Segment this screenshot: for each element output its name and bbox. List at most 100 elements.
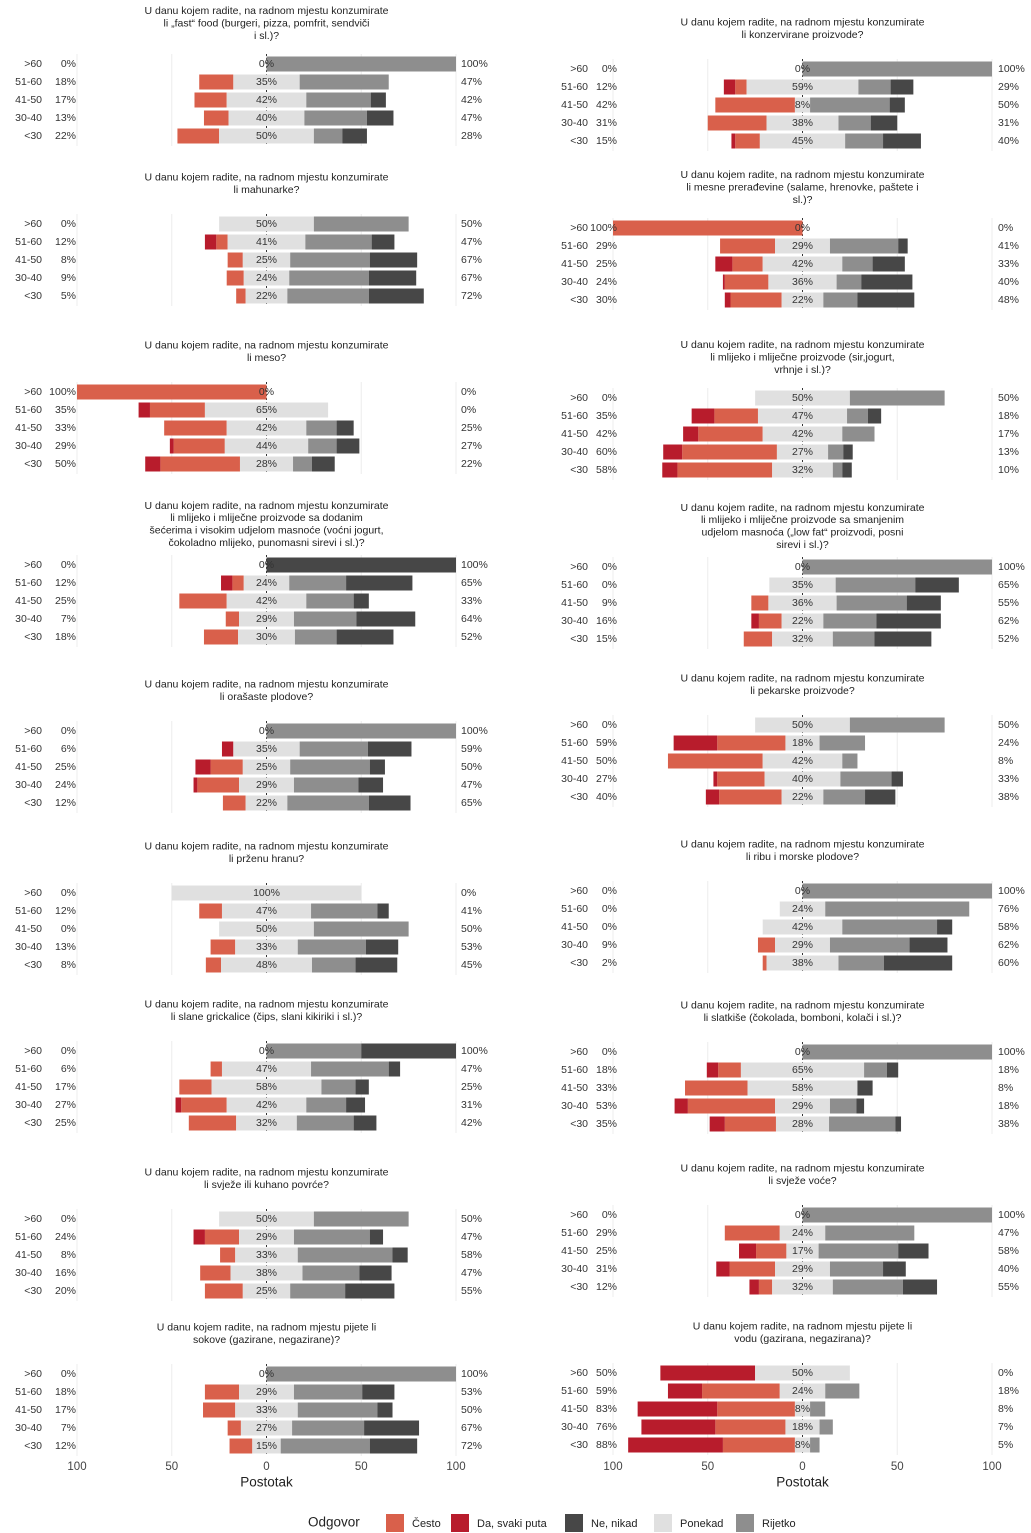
mid-label: 36% bbox=[792, 597, 813, 609]
bar-segment bbox=[781, 789, 824, 805]
bar-segment bbox=[842, 426, 875, 442]
right-label: 55% bbox=[461, 1285, 482, 1297]
panel-title: U danu kojem radite, na radnom mjestu pi… bbox=[693, 1320, 912, 1332]
mid-label: 44% bbox=[256, 440, 277, 452]
bar-segment bbox=[239, 1229, 294, 1245]
right-label: 67% bbox=[461, 254, 482, 266]
category-label: >60 bbox=[570, 1367, 588, 1379]
mid-label: 65% bbox=[792, 1064, 813, 1076]
right-label: 55% bbox=[998, 1281, 1019, 1293]
panel-title: li slane grickalice (čips, slani kikirik… bbox=[171, 1011, 363, 1023]
left-label: 7% bbox=[61, 1422, 76, 1434]
bar-segment bbox=[667, 753, 763, 769]
x-tick-label: 100 bbox=[982, 1461, 1001, 1473]
bar-segment bbox=[77, 384, 267, 400]
mid-label: 29% bbox=[256, 1386, 277, 1398]
bar-segment bbox=[857, 1080, 873, 1096]
category-label: <30 bbox=[24, 130, 42, 142]
left-label: 25% bbox=[55, 595, 76, 607]
left-label: 12% bbox=[596, 81, 617, 93]
left-label: 22% bbox=[55, 130, 76, 142]
left-label: 30% bbox=[596, 294, 617, 306]
bar-segment bbox=[219, 1211, 314, 1227]
right-label: 100% bbox=[998, 63, 1025, 75]
bar-segment bbox=[221, 903, 312, 919]
left-label: 24% bbox=[55, 779, 76, 791]
bar-segment bbox=[883, 955, 953, 971]
bar-segment bbox=[302, 1265, 360, 1281]
bar-segment bbox=[179, 1079, 212, 1095]
category-label: 51-60 bbox=[561, 737, 588, 749]
mid-label: 65% bbox=[256, 404, 277, 416]
bar-segment bbox=[356, 611, 416, 627]
bar-segment bbox=[891, 771, 903, 787]
left-label: 13% bbox=[55, 112, 76, 124]
x-tick-label: 50 bbox=[165, 1461, 178, 1473]
mid-label: 32% bbox=[256, 1117, 277, 1129]
bar-segment bbox=[723, 79, 736, 95]
x-tick-label: 50 bbox=[355, 1461, 368, 1473]
bar-segment bbox=[353, 593, 369, 609]
x-tick-label: 100 bbox=[67, 1461, 86, 1473]
right-label: 29% bbox=[998, 81, 1019, 93]
left-label: 29% bbox=[596, 1227, 617, 1239]
left-label: 25% bbox=[596, 1245, 617, 1257]
bar-segment bbox=[766, 955, 839, 971]
bar-segment bbox=[735, 79, 747, 95]
category-label: 41-50 bbox=[561, 755, 588, 767]
bar-segment bbox=[236, 288, 246, 304]
left-label: 13% bbox=[55, 941, 76, 953]
mid-label: 50% bbox=[792, 392, 813, 404]
left-label: 8% bbox=[61, 959, 76, 971]
bar-segment bbox=[876, 613, 941, 629]
bar-segment bbox=[293, 1229, 370, 1245]
bar-segment bbox=[299, 74, 389, 90]
mid-label: 0% bbox=[259, 58, 274, 70]
category-label: 41-50 bbox=[15, 1081, 42, 1093]
bar-segment bbox=[716, 1261, 730, 1277]
mid-label: 25% bbox=[256, 254, 277, 266]
right-label: 33% bbox=[461, 595, 482, 607]
bar-segment bbox=[749, 1279, 759, 1295]
bar-segment bbox=[906, 595, 941, 611]
bar-segment bbox=[289, 270, 369, 286]
bar-segment bbox=[336, 420, 354, 436]
right-label: 28% bbox=[461, 130, 482, 142]
left-label: 0% bbox=[61, 923, 76, 935]
category-label: >60 bbox=[570, 885, 588, 897]
right-label: 58% bbox=[461, 1249, 482, 1261]
panel-title: li pekarske proizvode? bbox=[750, 685, 855, 697]
right-label: 25% bbox=[461, 422, 482, 434]
left-label: 0% bbox=[61, 725, 76, 737]
bar-segment bbox=[210, 939, 236, 955]
bar-segment bbox=[842, 753, 858, 769]
mid-label: 0% bbox=[259, 386, 274, 398]
mid-label: 8% bbox=[795, 1403, 810, 1415]
right-label: 100% bbox=[461, 1045, 488, 1057]
bar-segment bbox=[829, 1261, 884, 1277]
bar-segment bbox=[293, 456, 312, 472]
bar-segment bbox=[175, 1097, 182, 1113]
panel-title: šećerima i visokim udjelom masnoće (voćn… bbox=[150, 524, 384, 536]
right-label: 65% bbox=[998, 579, 1019, 591]
right-label: 50% bbox=[998, 719, 1019, 731]
bar-segment bbox=[757, 937, 776, 953]
bar-segment bbox=[245, 795, 288, 811]
mid-label: 32% bbox=[792, 464, 813, 476]
category-label: 30-40 bbox=[561, 615, 588, 627]
right-label: 8% bbox=[998, 755, 1013, 767]
mid-label: 27% bbox=[256, 1422, 277, 1434]
bar-segment bbox=[377, 1402, 393, 1418]
mid-label: 50% bbox=[792, 1367, 813, 1379]
right-label: 53% bbox=[461, 941, 482, 953]
bar-segment bbox=[762, 919, 843, 935]
bar-segment bbox=[847, 408, 868, 424]
bar-segment bbox=[883, 1261, 906, 1277]
bar-segment bbox=[287, 795, 369, 811]
category-label: 30-40 bbox=[15, 440, 42, 452]
right-label: 60% bbox=[998, 957, 1019, 969]
left-label: 59% bbox=[596, 737, 617, 749]
bar-segment bbox=[898, 1243, 929, 1259]
bar-segment bbox=[722, 1437, 795, 1453]
